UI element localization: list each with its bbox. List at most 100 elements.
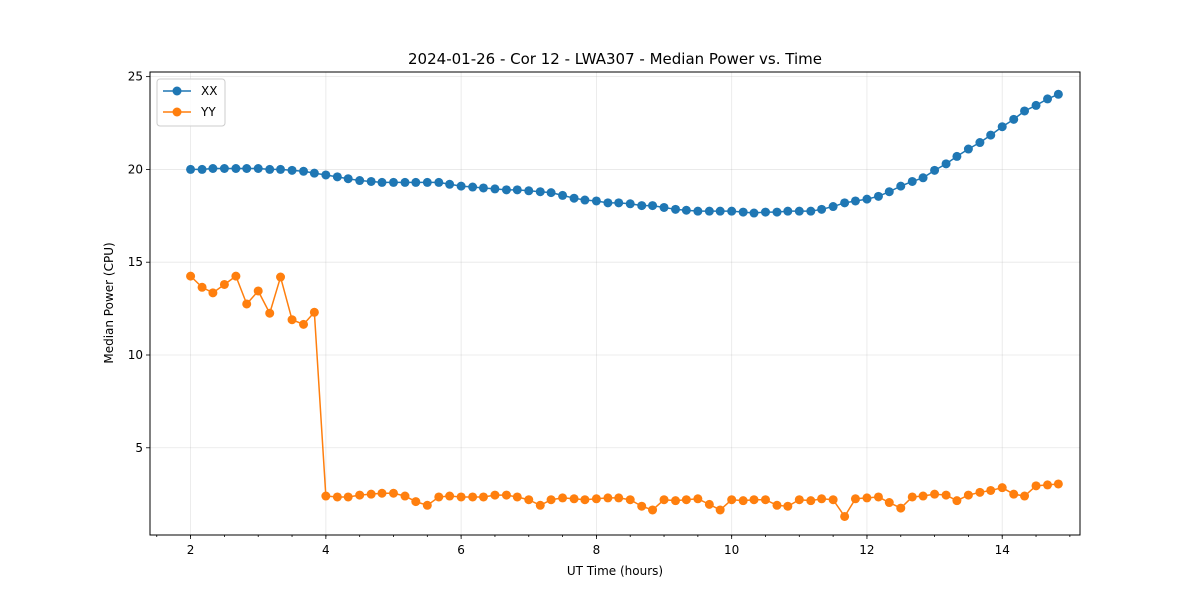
x-tick-label: 14 <box>995 543 1010 557</box>
data-point-yy <box>749 495 759 505</box>
data-point-xx <box>445 179 455 189</box>
data-point-xx <box>242 164 252 173</box>
x-tick-label: 4 <box>322 543 330 557</box>
data-point-xx <box>388 177 398 187</box>
data-point-yy <box>434 492 444 502</box>
data-point-yy <box>332 492 342 502</box>
data-point-yy <box>422 500 432 510</box>
data-point-xx <box>873 191 883 201</box>
data-point-yy <box>546 495 556 505</box>
data-point-yy <box>355 490 365 500</box>
data-point-xx <box>997 122 1007 132</box>
data-point-xx <box>850 196 860 206</box>
data-point-yy <box>727 495 737 505</box>
data-point-yy <box>952 496 962 506</box>
data-point-yy <box>884 498 894 508</box>
data-point-yy <box>366 489 376 499</box>
data-point-yy <box>242 299 252 309</box>
data-point-yy <box>614 493 624 503</box>
data-point-yy <box>693 494 703 504</box>
data-point-xx <box>276 164 286 174</box>
legend-entry-xx: XX <box>163 84 217 98</box>
data-point-yy <box>1009 489 1019 499</box>
data-point-yy <box>456 492 466 502</box>
data-point-yy <box>862 493 872 503</box>
data-point-xx <box>625 199 635 209</box>
data-point-yy <box>501 490 511 500</box>
data-point-xx <box>975 138 985 148</box>
data-point-yy <box>840 511 850 521</box>
ticks: 2 4 6 8 10 12 14 5 10 15 20 25 <box>128 70 1071 557</box>
data-point-xx <box>197 164 207 174</box>
data-point-xx <box>794 206 804 216</box>
data-point-yy <box>591 494 601 504</box>
series-layer <box>186 89 1063 521</box>
data-point-yy <box>197 282 207 292</box>
data-point-xx <box>400 177 410 187</box>
data-point-xx <box>231 164 241 173</box>
data-point-yy <box>287 315 297 325</box>
data-point-xx <box>524 186 534 196</box>
data-point-xx <box>637 201 647 211</box>
y-tick-label: 15 <box>128 255 143 269</box>
x-tick-label: 12 <box>859 543 874 557</box>
data-point-yy <box>580 495 590 505</box>
x-tick-label: 10 <box>724 543 739 557</box>
data-point-xx <box>208 164 218 173</box>
data-point-yy <box>659 495 669 505</box>
data-point-xx <box>580 195 590 205</box>
data-point-xx <box>681 205 691 215</box>
data-point-xx <box>468 182 478 192</box>
data-point-yy <box>637 501 647 511</box>
data-point-xx <box>287 165 297 175</box>
data-point-xx <box>693 206 703 216</box>
data-point-yy <box>512 492 522 502</box>
data-point-xx <box>501 185 511 195</box>
data-point-xx <box>828 202 838 212</box>
data-point-xx <box>648 201 658 211</box>
data-point-yy <box>1043 480 1053 490</box>
data-point-xx <box>558 190 568 200</box>
x-tick-label: 2 <box>187 543 195 557</box>
data-point-xx <box>535 187 545 197</box>
data-point-yy <box>299 319 309 329</box>
data-point-xx <box>422 177 432 187</box>
data-point-xx <box>738 207 748 217</box>
y-tick-label: 25 <box>128 70 143 84</box>
data-point-yy <box>671 496 681 506</box>
data-point-yy <box>783 501 793 511</box>
data-point-xx <box>952 151 962 161</box>
data-point-yy <box>558 493 568 503</box>
data-point-xx <box>840 198 850 208</box>
y-tick-label: 5 <box>135 441 143 455</box>
x-tick-label: 8 <box>593 543 601 557</box>
data-point-yy <box>445 491 455 501</box>
data-point-xx <box>332 172 342 182</box>
data-point-xx <box>884 187 894 197</box>
data-point-yy <box>963 490 973 500</box>
data-point-yy <box>219 279 229 289</box>
data-point-yy <box>828 495 838 505</box>
data-point-yy <box>625 495 635 505</box>
legend-marker <box>172 86 182 96</box>
data-point-xx <box>817 204 827 214</box>
data-point-yy <box>490 490 500 500</box>
data-point-xx <box>918 173 928 183</box>
data-point-yy <box>986 485 996 495</box>
data-point-xx <box>478 183 488 193</box>
legend-label: YY <box>200 105 216 119</box>
data-point-xx <box>704 206 714 216</box>
y-tick-label: 20 <box>128 162 143 176</box>
data-point-xx <box>299 166 309 176</box>
legend-marker <box>172 107 182 117</box>
data-point-xx <box>727 206 737 216</box>
chart-title: 2024-01-26 - Cor 12 - LWA307 - Median Po… <box>408 50 822 68</box>
data-point-xx <box>1009 114 1019 124</box>
data-point-xx <box>321 170 331 180</box>
data-point-xx <box>456 181 466 191</box>
data-point-yy <box>603 493 613 503</box>
data-point-yy <box>468 492 478 502</box>
data-point-yy <box>1053 479 1063 489</box>
data-point-xx <box>546 188 556 198</box>
